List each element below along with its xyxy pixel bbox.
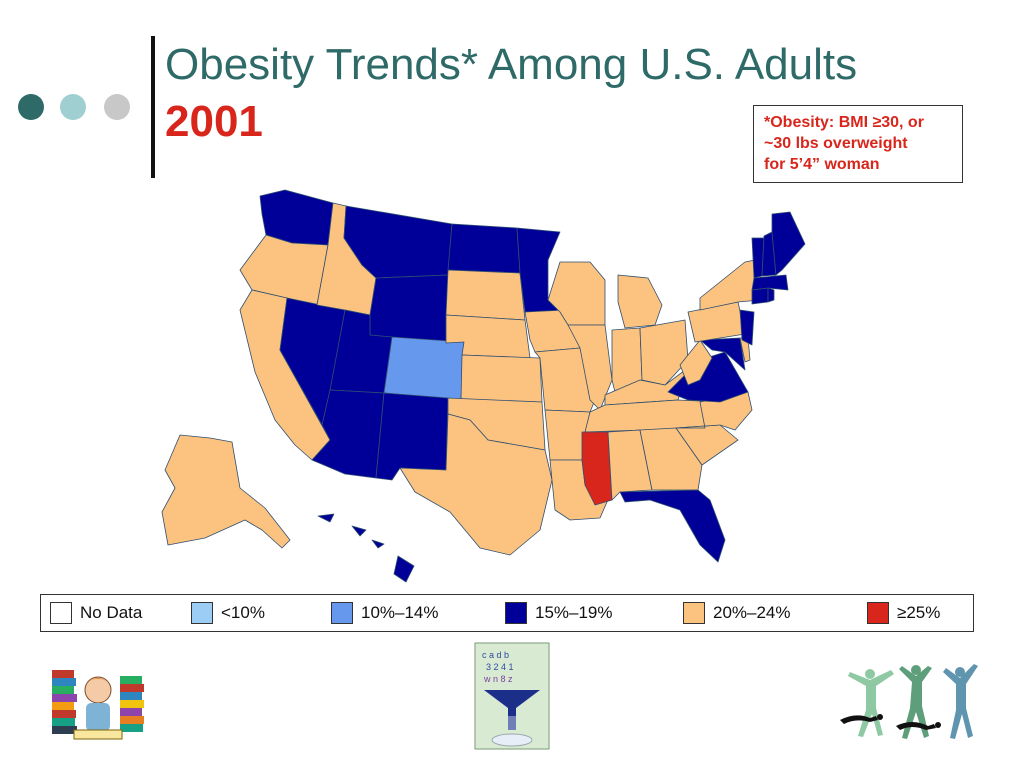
state-tx [399,413,553,556]
legend-label: ≥25% [897,603,941,622]
legend-swatch [50,602,72,624]
legend-label: 10%–14% [361,603,439,622]
state-ma [751,274,789,291]
state-wv [679,339,713,386]
legend-item-no-data: No Data [50,600,142,626]
state-ri [767,287,775,303]
svg-text:w n 8 z: w n 8 z [483,674,513,684]
legend: No Data <10% 10%–14% 15%–19% 20%–24% ≥25… [40,594,974,632]
state-md [699,337,746,371]
dot-dark [18,94,44,120]
state-mi [617,274,663,329]
svg-text:c a d b: c a d b [482,650,509,660]
state-me [771,211,806,276]
state-nd [447,223,521,274]
state-hi [317,513,415,583]
legend-label: 20%–24% [713,603,791,622]
state-al [607,429,653,501]
page-title: Obesity Trends* Among U.S. Adults [165,40,858,89]
footnote-box: *Obesity: BMI ≥30, or ~30 lbs overweight… [753,105,963,183]
legend-label: <10% [221,603,265,622]
legend-item-10-14: 10%–14% [331,600,439,626]
legend-label: No Data [80,603,143,622]
footnote-line-3: for 5’4” woman [764,156,880,173]
legend-swatch [683,602,705,624]
state-oh [639,319,689,386]
footnote-line-2: ~30 lbs overweight [764,135,908,152]
dot-light [104,94,130,120]
svg-text:3 2 4 1: 3 2 4 1 [486,662,514,672]
year-label: 2001 [165,97,263,146]
dancers-icon [840,664,978,739]
state-ny [699,259,761,311]
dot-mid [60,94,86,120]
legend-label: 15%–19% [535,603,613,622]
legend-swatch [191,602,213,624]
legend-swatch [331,602,353,624]
footnote-line-1: *Obesity: BMI ≥30, or [764,114,924,131]
legend-item-lt10: <10% [191,600,265,626]
legend-swatch [867,602,889,624]
state-fl [619,489,726,563]
state-ks [460,354,543,403]
legend-swatch [505,602,527,624]
state-nj [739,309,755,346]
reading-student-icon [52,670,144,740]
state-co [383,336,465,401]
state-wy [369,274,449,344]
state-nm [375,392,449,481]
state-pa [687,301,746,343]
us-map [161,189,806,583]
state-sd [445,269,526,321]
sorting-funnel-icon: c a d b 3 2 4 1 w n 8 z [474,642,550,750]
state-ct [751,287,769,305]
state-ak [161,434,291,549]
title-divider [151,36,155,178]
state-nc [675,391,753,431]
legend-item-15-19: 15%–19% [505,600,613,626]
legend-item-ge25: ≥25% [867,600,940,626]
legend-item-20-24: 20%–24% [683,600,791,626]
